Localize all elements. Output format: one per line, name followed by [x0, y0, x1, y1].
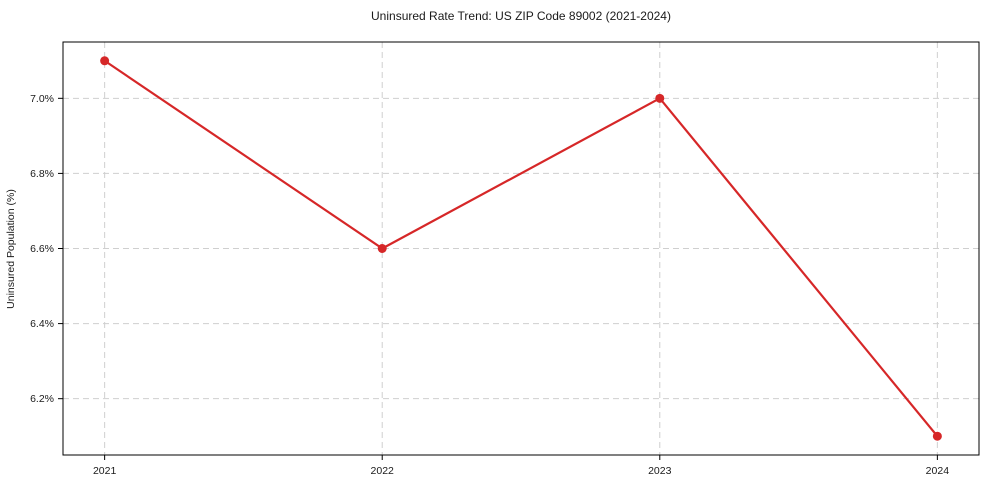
x-tick-label: 2024	[926, 465, 950, 477]
x-tick-label: 2022	[371, 465, 395, 477]
data-point	[377, 244, 387, 253]
data-point	[655, 93, 665, 103]
chart-title: Uninsured Rate Trend: US ZIP Code 89002 …	[371, 9, 671, 23]
data-point	[100, 56, 110, 66]
y-tick-label: 7.0%	[30, 93, 54, 105]
x-tick-label: 2023	[648, 465, 672, 477]
y-tick-label: 6.6%	[30, 243, 54, 255]
x-tick-label: 2021	[93, 465, 117, 477]
plot-border	[62, 41, 980, 456]
y-tick-label: 6.8%	[30, 168, 54, 180]
y-tick-label: 6.4%	[30, 318, 54, 330]
trend-line	[103, 59, 939, 438]
data-point	[932, 431, 942, 441]
y-tick-label: 6.2%	[30, 393, 54, 405]
